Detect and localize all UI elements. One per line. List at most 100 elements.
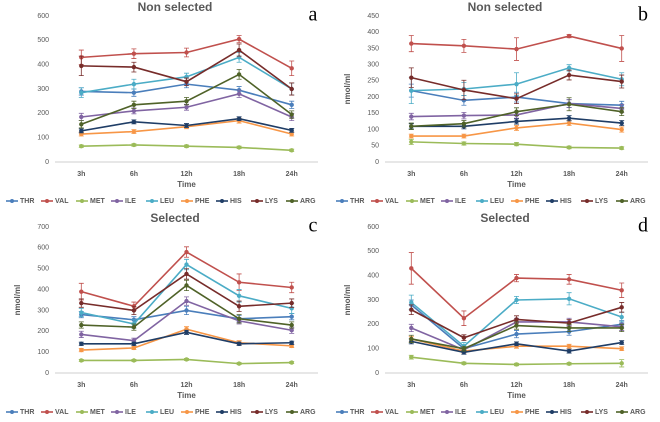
legend-marker: [620, 199, 624, 203]
x-tick-label: 18h: [563, 171, 575, 178]
data-point: [409, 41, 414, 46]
legend-marker: [515, 410, 519, 414]
x-tick-label: 24h: [286, 382, 298, 389]
x-tick-label: 24h: [286, 171, 298, 178]
data-point: [514, 119, 519, 124]
data-point: [566, 65, 572, 71]
legend-marker: [585, 410, 589, 414]
data-point: [409, 124, 414, 129]
legend-label: VAL: [55, 409, 69, 416]
data-point: [79, 90, 84, 95]
y-tick-label: 400: [37, 286, 49, 293]
data-point: [184, 143, 189, 149]
data-point: [566, 344, 572, 349]
legend-label: VAL: [55, 198, 69, 205]
data-point: [184, 298, 189, 304]
data-point: [184, 271, 189, 277]
legend-marker: [515, 199, 519, 203]
y-tick-label: 0: [45, 370, 49, 377]
legend-label: PHE: [525, 198, 540, 205]
y-tick-label: 0: [45, 159, 49, 166]
y-tick-label: 200: [37, 328, 49, 335]
y-tick-label: 400: [37, 62, 49, 69]
data-point: [409, 325, 414, 331]
y-tick-label: 250: [367, 78, 379, 85]
legend-label: LEU: [490, 409, 504, 416]
legend-label: MET: [90, 409, 106, 416]
data-point: [461, 133, 467, 139]
data-point: [236, 293, 242, 299]
data-point: [131, 129, 137, 134]
data-point: [461, 335, 467, 340]
data-point: [131, 345, 137, 351]
y-tick-label: 100: [37, 135, 49, 142]
x-tick-label: 12h: [510, 171, 522, 178]
legend-label: MET: [420, 198, 436, 205]
legend-marker: [375, 410, 379, 414]
data-point: [514, 317, 519, 322]
data-point: [514, 331, 519, 337]
data-point: [514, 96, 519, 101]
data-point: [566, 277, 572, 282]
data-point: [619, 346, 624, 351]
data-point: [131, 108, 137, 114]
y-tick-label: 700: [37, 224, 49, 231]
y-tick-label: 400: [367, 29, 379, 36]
legend-label: LYS: [595, 409, 608, 416]
legend-label: THR: [350, 409, 364, 416]
legend-label: PHE: [525, 409, 540, 416]
legend-marker: [445, 410, 449, 414]
y-tick-label: 400: [367, 273, 379, 280]
y-tick-label: 350: [367, 45, 379, 52]
legend-marker: [290, 199, 294, 203]
data-point: [289, 102, 294, 108]
x-axis-title: Time: [177, 391, 196, 400]
data-point: [461, 113, 467, 118]
data-point: [79, 310, 84, 315]
y-tick-label: 0: [375, 159, 379, 166]
x-tick-label: 24h: [616, 382, 628, 389]
data-point: [131, 119, 137, 125]
data-point: [131, 324, 137, 330]
data-point: [409, 114, 414, 119]
legend-label: HIS: [230, 409, 242, 416]
data-point: [461, 141, 467, 146]
data-point: [566, 102, 572, 107]
y-tick-label: 100: [367, 126, 379, 133]
legend-marker: [445, 199, 449, 203]
y-axis-title: nmol/ml: [343, 74, 352, 105]
data-point: [409, 307, 414, 312]
x-tick-label: 6h: [460, 171, 468, 178]
legend-marker: [115, 199, 119, 203]
panel-label: b: [638, 4, 648, 26]
x-tick-label: 6h: [130, 171, 138, 178]
legend-marker: [80, 199, 84, 203]
y-tick-label: 500: [37, 37, 49, 44]
x-tick-label: 12h: [510, 382, 522, 389]
chart-title: Non selected: [468, 0, 543, 14]
x-tick-label: 18h: [233, 171, 245, 178]
y-tick-label: 600: [37, 245, 49, 252]
legend-label: THR: [350, 198, 364, 205]
data-point: [409, 336, 414, 342]
data-point: [461, 98, 467, 103]
data-point: [619, 361, 624, 366]
data-point: [236, 316, 242, 321]
chart-title: Selected: [480, 211, 529, 225]
data-point: [79, 322, 84, 328]
legend-label: ARG: [300, 198, 316, 205]
data-point: [289, 328, 294, 333]
data-point: [619, 288, 624, 293]
data-point: [79, 122, 84, 127]
legend-label: THR: [20, 409, 34, 416]
data-point: [619, 305, 624, 310]
legend-marker: [375, 199, 379, 203]
data-point: [79, 114, 84, 120]
legend-marker: [585, 199, 589, 203]
data-point: [461, 121, 467, 126]
y-tick-label: 300: [37, 307, 49, 314]
legend-label: ARG: [630, 198, 646, 205]
data-point: [409, 88, 414, 93]
data-point: [79, 347, 84, 353]
